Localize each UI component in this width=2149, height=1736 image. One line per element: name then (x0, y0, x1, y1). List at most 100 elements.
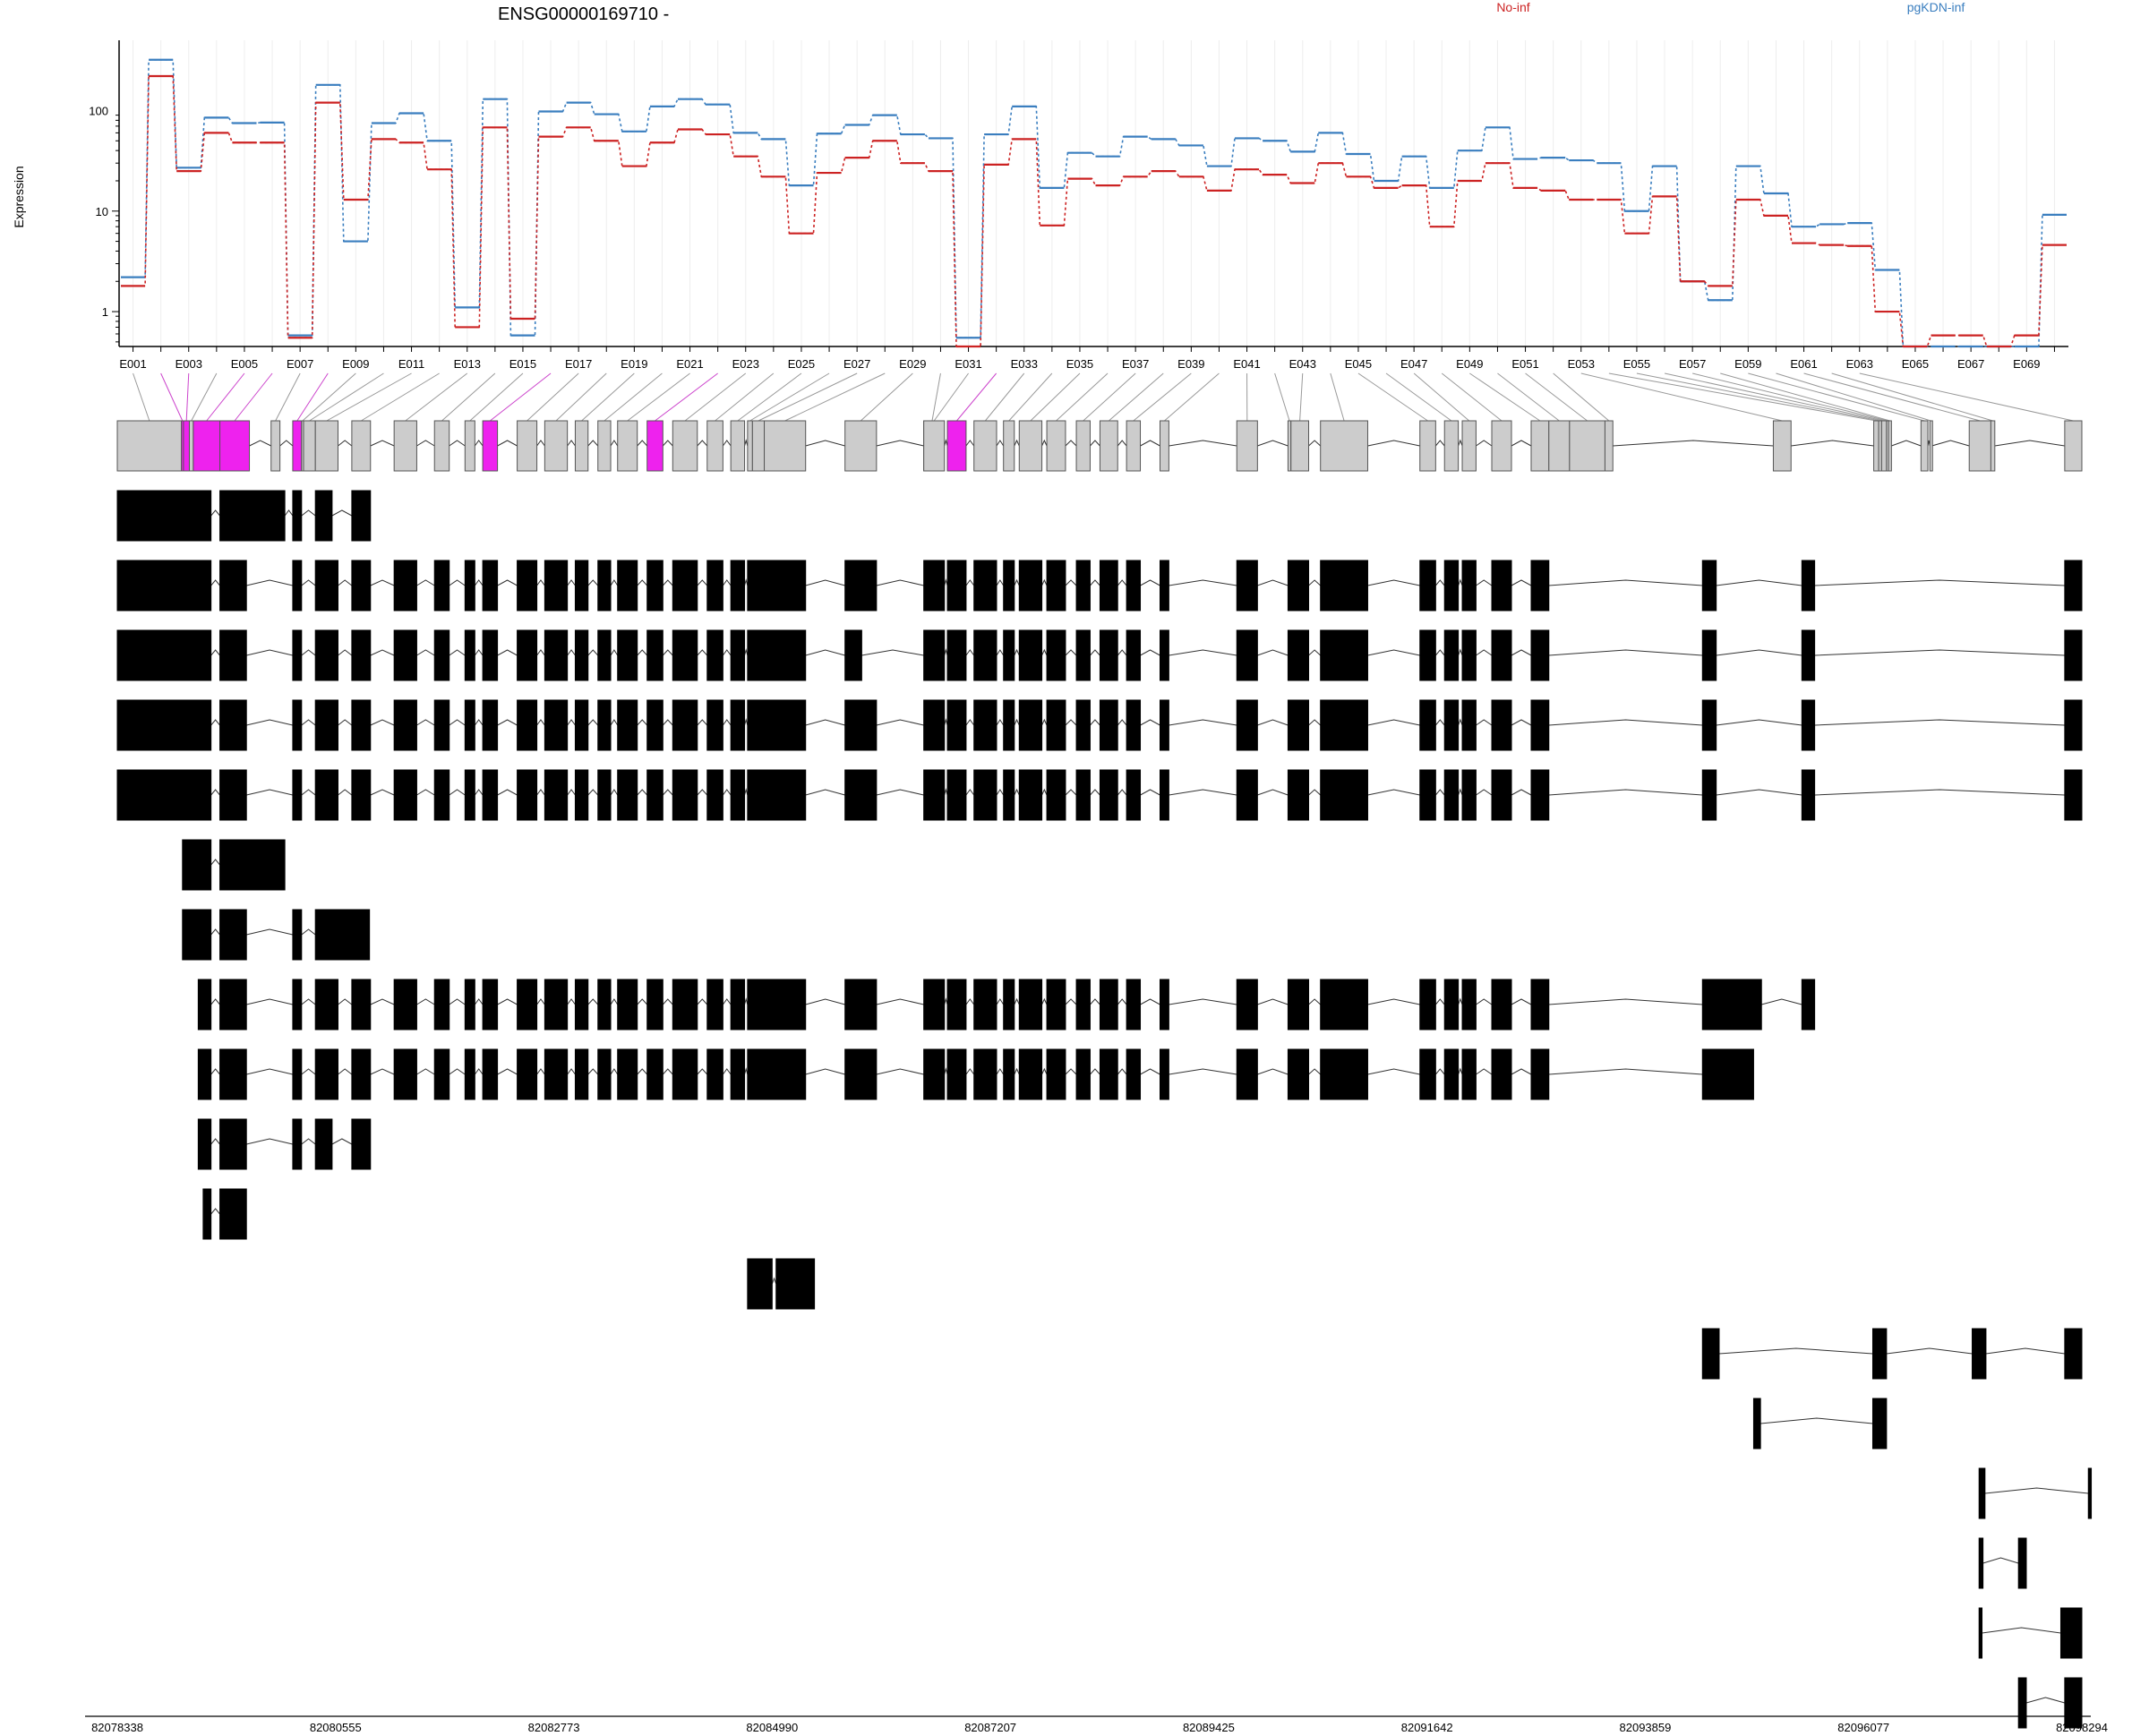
exon-block (517, 629, 538, 681)
exon-block (1018, 1048, 1043, 1100)
intron-line (246, 789, 294, 796)
intron-line (338, 998, 353, 1005)
exon-label-e031: E031 (955, 357, 981, 371)
model-exon-e058 (1888, 420, 1892, 472)
model-exon-e053 (1772, 420, 1792, 472)
exon-block (946, 1048, 967, 1100)
exon-block (1443, 560, 1460, 611)
model-exon-e033 (973, 420, 997, 472)
intron-line (637, 440, 648, 447)
exon-block (973, 979, 997, 1030)
exon-block (923, 979, 946, 1030)
intron-line (536, 789, 545, 796)
intron-line (722, 719, 732, 726)
exon-block (393, 769, 417, 821)
intron-line (1090, 440, 1100, 447)
intron-line (744, 718, 749, 726)
exon-block (973, 769, 997, 821)
intron-line (1014, 997, 1020, 1005)
exon-block (1160, 769, 1169, 821)
model-exon-e048 (1491, 420, 1512, 472)
intron-line (246, 719, 294, 726)
intron-line (587, 1068, 599, 1075)
exon-block (1530, 699, 1550, 751)
exon-block (314, 699, 338, 751)
exon-block (314, 629, 338, 681)
genomic-tick-label: 82087207 (964, 1721, 1016, 1734)
exon-block (973, 629, 997, 681)
model-exon-e059 (1920, 420, 1929, 472)
intron-line (1117, 649, 1127, 656)
connector-line (860, 372, 913, 422)
exon-label-e005: E005 (231, 357, 258, 371)
intron-line (567, 789, 576, 796)
exon-block (351, 629, 372, 681)
exon-block (1236, 979, 1258, 1030)
intron-line (996, 440, 1005, 447)
exon-block (706, 699, 723, 751)
connector-line (984, 372, 1025, 422)
exon-label-e013: E013 (454, 357, 481, 371)
intron-line (1548, 998, 1703, 1005)
exon-block (292, 560, 303, 611)
model-exon-e021 (617, 420, 638, 472)
intron-line (1476, 998, 1493, 1005)
exon-block (1701, 560, 1717, 611)
model-exon-e012 (351, 420, 372, 472)
exon-block (1443, 699, 1460, 751)
intron-line (474, 440, 484, 447)
exon-block (1801, 769, 1816, 821)
exon-block (1701, 979, 1762, 1030)
intron-line (965, 649, 975, 656)
exon-label-e001: E001 (119, 357, 146, 371)
transcript-14 (1752, 1398, 1888, 1450)
transcript-tracks (116, 490, 2093, 1729)
exon-block (617, 769, 638, 821)
intron-line (1041, 439, 1048, 447)
intron-line (210, 649, 220, 656)
exon-block (923, 1048, 946, 1100)
exon-block (1801, 699, 1816, 751)
intron-line (567, 579, 576, 586)
intron-line (1090, 719, 1100, 726)
exon-block (116, 699, 212, 751)
intron-line (944, 439, 948, 447)
connector-line (160, 372, 184, 422)
intron-line (744, 439, 749, 447)
intron-line (1434, 789, 1445, 796)
intron-line (587, 998, 599, 1005)
model-exon-e007 (270, 420, 281, 472)
exon-block (672, 629, 698, 681)
model-exon-e014 (433, 420, 450, 472)
y-tick-label: 10 (96, 205, 108, 218)
exon-block (775, 1258, 816, 1310)
intron-line (301, 719, 316, 726)
intron-line (536, 719, 545, 726)
exon-block (116, 629, 212, 681)
exon-label-e043: E043 (1289, 357, 1316, 371)
intron-line (497, 579, 518, 586)
exon-block (314, 490, 333, 542)
exon-block (1003, 629, 1015, 681)
exon-connector-lines (133, 372, 2074, 422)
exon-block (1236, 699, 1258, 751)
exon-block (1075, 1048, 1091, 1100)
intron-line (1886, 1347, 1973, 1355)
model-exon-e001 (116, 420, 183, 472)
genomic-tick-label: 82096077 (1837, 1721, 1889, 1734)
intron-line (1511, 579, 1532, 586)
intron-line (1761, 998, 1802, 1005)
exon-label-e049: E049 (1456, 357, 1483, 371)
exon-block (574, 699, 589, 751)
exon-block (946, 699, 967, 751)
exon-block (1701, 769, 1717, 821)
exon-block (1320, 1048, 1368, 1100)
exon-block (923, 769, 946, 821)
intron-line (1065, 649, 1077, 656)
exon-block (946, 979, 967, 1030)
connector-line (469, 372, 524, 422)
transcript-17 (1978, 1607, 2083, 1659)
exon-label-e039: E039 (1177, 357, 1204, 371)
exon-block (1461, 629, 1477, 681)
model-exon-e004 (188, 420, 194, 472)
